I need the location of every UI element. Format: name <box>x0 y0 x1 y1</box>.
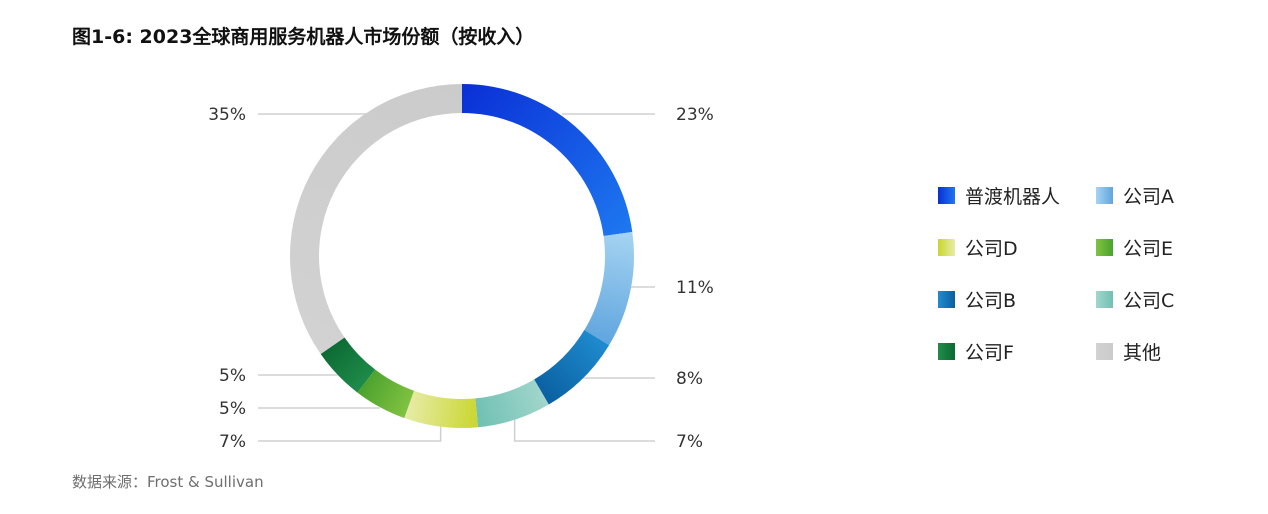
donut-slice-0 <box>462 84 633 237</box>
legend-label: 公司C <box>1123 289 1175 312</box>
legend-label: 普渡机器人 <box>965 185 1061 208</box>
legend-label: 公司D <box>965 237 1018 260</box>
leader-line-3 <box>513 417 655 442</box>
legend-item: 普渡机器人 <box>938 178 1060 212</box>
chart-title: 图1-6: 2023全球商用服务机器人市场份额（按收入） <box>72 26 535 48</box>
legend-swatch <box>1096 238 1113 256</box>
leader-line-4 <box>258 424 442 442</box>
donut-slices <box>290 84 634 428</box>
donut-slice-6 <box>320 337 376 393</box>
pct-label-4: 7% <box>219 432 246 452</box>
legend-label: 公司E <box>1123 237 1174 260</box>
legend-item: 公司F <box>938 334 1014 368</box>
legend-label: 公司B <box>965 289 1017 312</box>
legend-swatch <box>938 290 955 308</box>
legend-swatch <box>938 342 955 360</box>
legend-item: 公司B <box>938 282 1016 316</box>
donut-slice-1 <box>584 232 634 346</box>
legend-swatch <box>938 238 955 256</box>
pct-label-0: 23% <box>676 105 714 125</box>
source-note: 数据来源：Frost & Sullivan <box>72 473 264 491</box>
legend-item: 公司C <box>1096 282 1174 316</box>
legend-label: 其他 <box>1123 341 1162 364</box>
percentage-labels: 23% 11% 8% 7% 7% 5% 5% 35% <box>208 105 714 452</box>
legend-swatch <box>1096 186 1113 204</box>
legend-item: 公司A <box>1096 178 1174 212</box>
legend-label: 公司F <box>965 341 1014 364</box>
pct-label-2: 8% <box>676 369 703 389</box>
legend-swatch <box>938 186 955 204</box>
pct-label-3: 7% <box>676 432 703 452</box>
legend-item: 公司D <box>938 230 1018 264</box>
donut-slice-5 <box>357 369 415 419</box>
legend-item: 其他 <box>1096 334 1161 368</box>
donut-slice-3 <box>475 379 549 428</box>
leader-lines <box>258 113 655 442</box>
legend-label: 公司A <box>1123 185 1174 208</box>
pct-label-7: 35% <box>208 105 246 125</box>
pct-label-5: 5% <box>219 399 246 419</box>
legend-swatch <box>1096 290 1113 308</box>
donut-slice-4 <box>404 390 479 428</box>
legend-swatch <box>1096 342 1113 360</box>
pct-label-1: 11% <box>676 278 714 298</box>
pct-label-6: 5% <box>219 366 246 386</box>
donut-slice-7 <box>290 84 462 355</box>
legend-item: 公司E <box>1096 230 1173 264</box>
donut-slice-2 <box>534 330 610 405</box>
